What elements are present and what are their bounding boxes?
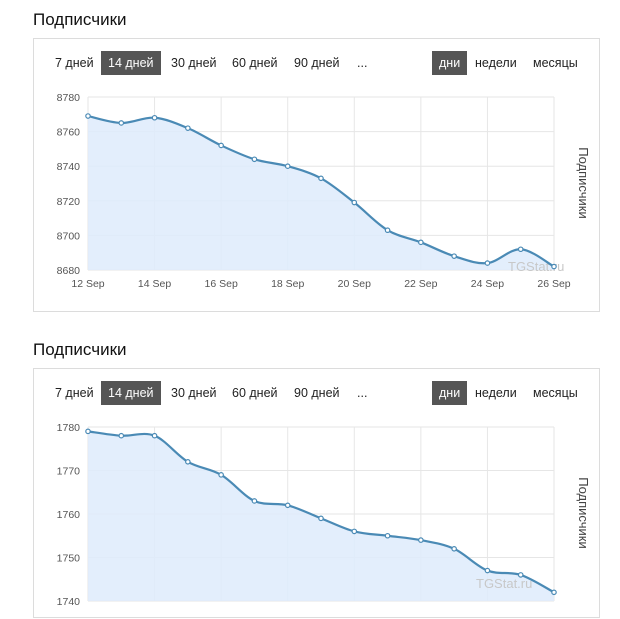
range-30-days-button[interactable]: 30 дней: [171, 386, 217, 400]
y-tick-label: 1750: [57, 553, 81, 565]
x-tick-label: 16 Sep: [205, 278, 238, 290]
data-point: [384, 532, 391, 539]
data-point: [451, 546, 457, 552]
range-30-days-button[interactable]: 30 дней: [171, 56, 217, 70]
y-tick-label: 1770: [57, 466, 81, 478]
chart-toolbar: 7 дней 14 дней 30 дней 60 дней 90 дней .…: [34, 381, 599, 405]
y-tick-label: 1760: [57, 509, 81, 521]
subscribers-chart: TGStat.ru 8680 8700 8720 8740 8760 8780 12 Sep…: [57, 92, 591, 290]
data-point: [185, 459, 191, 465]
subscribers-chart: TGStat.ru 1740 1750 1760 1770 1780 Подписчики: [57, 422, 591, 608]
range-90-days-button[interactable]: 90 дней: [294, 386, 340, 400]
watermark: TGStat.ru: [508, 259, 564, 274]
data-point: [251, 156, 258, 163]
data-point: [85, 428, 91, 435]
range-14-days-button[interactable]: 14 дней: [101, 381, 161, 405]
data-point: [185, 125, 191, 131]
range-more-button[interactable]: ...: [357, 56, 368, 70]
data-point: [484, 567, 491, 574]
data-point: [484, 260, 491, 266]
panel-title: Подписчики: [33, 10, 127, 29]
y-tick-label: 8720: [57, 196, 81, 208]
range-60-days-button[interactable]: 60 дней: [232, 386, 278, 400]
data-point: [318, 515, 324, 522]
x-tick-label: 20 Sep: [338, 278, 371, 290]
y-tick-label: 8760: [57, 127, 81, 139]
y-tick-label: 1740: [57, 596, 81, 608]
data-point: [451, 253, 457, 259]
range-7-days-button[interactable]: 7 дней: [55, 386, 94, 400]
range-90-days-button[interactable]: 90 дней: [294, 56, 340, 70]
data-point: [551, 263, 557, 270]
x-tick-label: 26 Sep: [537, 278, 570, 290]
x-tick-label: 14 Sep: [138, 278, 171, 290]
series-area: [88, 431, 554, 601]
data-point: [351, 528, 358, 535]
period-days-button[interactable]: дни: [432, 381, 468, 405]
period-months-button[interactable]: месяцы: [533, 56, 578, 70]
range-14-days-button[interactable]: 14 дней: [101, 51, 161, 75]
data-point: [418, 537, 424, 543]
data-point: [218, 472, 224, 478]
data-point: [517, 246, 524, 253]
chart-card: 7 дней 14 дней 30 дней 60 дней 90 дней .…: [33, 38, 600, 312]
data-point: [151, 114, 158, 121]
watermark: TGStat.ru: [476, 576, 532, 591]
chart-card: 7 дней 14 дней 30 дней 60 дней 90 дней .…: [33, 368, 600, 618]
x-tick-label: 12 Sep: [71, 278, 104, 290]
data-point: [251, 498, 258, 504]
data-point: [517, 572, 524, 578]
data-point: [351, 199, 358, 206]
data-point: [284, 163, 291, 170]
range-more-button[interactable]: ...: [357, 386, 368, 400]
y-axis-label: Подписчики: [576, 477, 591, 549]
y-tick-label: 8780: [57, 92, 81, 104]
x-tick-label: 18 Sep: [271, 278, 304, 290]
y-tick-label: 8740: [57, 161, 81, 173]
y-axis-label: Подписчики: [576, 147, 591, 219]
y-tick-label: 8700: [57, 230, 81, 242]
period-weeks-button[interactable]: недели: [475, 56, 517, 70]
data-point: [151, 432, 158, 439]
data-point: [118, 120, 125, 126]
x-tick-label: 24 Sep: [471, 278, 504, 290]
data-point: [218, 142, 224, 149]
series-area: [88, 116, 554, 270]
period-days-button[interactable]: дни: [432, 51, 468, 75]
period-weeks-button[interactable]: недели: [475, 386, 517, 400]
range-7-days-button[interactable]: 7 дней: [55, 56, 94, 70]
data-point: [418, 239, 424, 246]
data-point: [118, 432, 125, 439]
panel-title: Подписчики: [33, 340, 127, 359]
y-tick-label: 1780: [57, 422, 81, 434]
data-point: [384, 227, 391, 234]
period-months-button[interactable]: месяцы: [533, 386, 578, 400]
data-point: [284, 502, 291, 509]
chart-toolbar: 7 дней 14 дней 30 дней 60 дней 90 дней .…: [34, 51, 599, 75]
x-tick-label: 22 Sep: [404, 278, 437, 290]
y-tick-label: 8680: [57, 265, 81, 277]
data-point: [318, 175, 324, 182]
data-point: [551, 589, 557, 596]
range-60-days-button[interactable]: 60 дней: [232, 56, 278, 70]
data-point: [85, 113, 91, 119]
